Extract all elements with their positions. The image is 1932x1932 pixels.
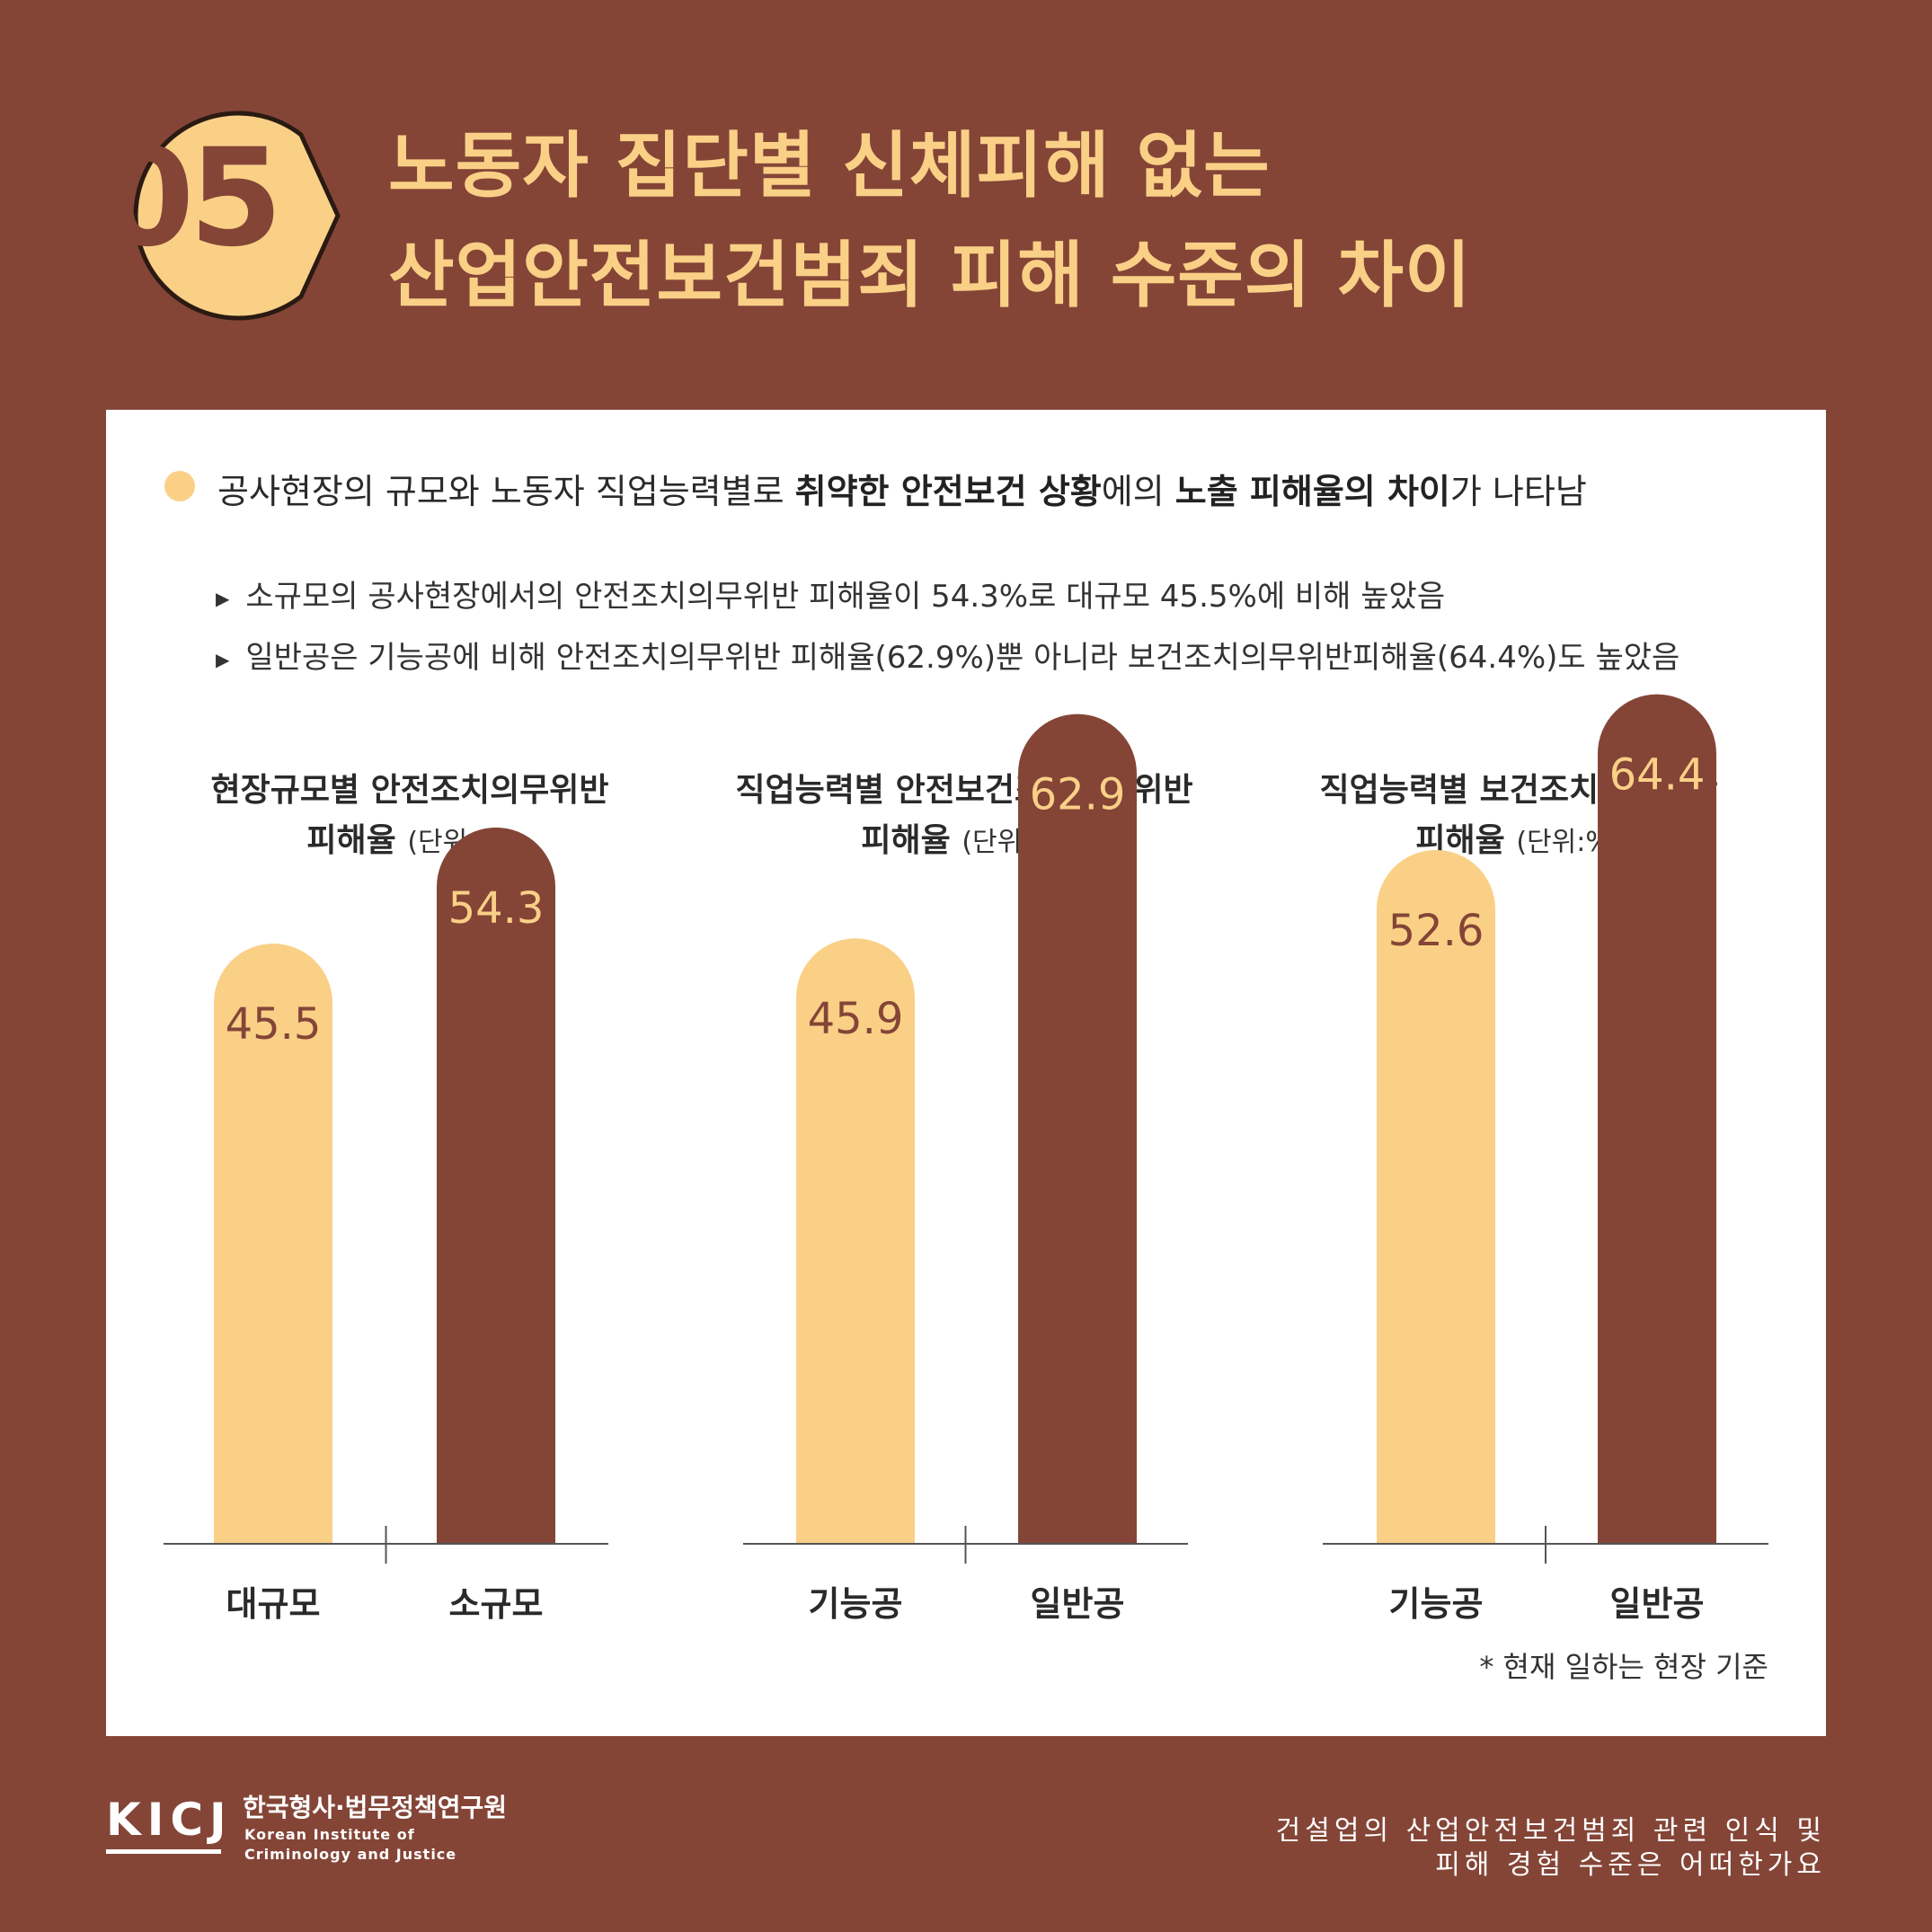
chart-title-line: 피해율 [861, 822, 951, 859]
category-label-1-1: 대규모 [226, 1584, 321, 1624]
category-label-2-1: 기능공 [809, 1584, 903, 1624]
summary-emphasis-2: 노출 피해율의 차이 [1174, 472, 1450, 511]
category-label-3-1: 기능공 [1389, 1584, 1484, 1624]
org-name-en-2: Criminology and Justice [244, 1846, 457, 1863]
category-label-1-2: 소규모 [449, 1584, 544, 1624]
logo-underline [106, 1849, 221, 1854]
sub-point-text: 일반공은 기능공에 비해 안전조치의무위반 피해율(62.9%)뿐 아니라 보건… [245, 640, 1680, 676]
sub-point-text: 소규모의 공사현장에서의 안전조치의무위반 피해율이 54.3%로 대규모 45… [245, 579, 1446, 615]
triangle-bullet-icon: ▶ [216, 587, 230, 609]
bar-1-1 [214, 944, 332, 1544]
summary-text: 공사현장의 규모와 노동자 직업능력별로 [217, 472, 795, 511]
summary-bullet: 공사현장의 규모와 노동자 직업능력별로 취약한 안전보건 상황에의 노출 피해… [217, 464, 1587, 513]
sub-point-2: ▶ 일반공은 기능공에 비해 안전조치의무위반 피해율(62.9%)뿐 아니라 보… [216, 633, 1679, 677]
bar-3-1 [1377, 849, 1495, 1544]
summary-emphasis-1: 취약한 안전보건 상황 [794, 472, 1102, 511]
bar-1-2 [437, 827, 555, 1544]
bar-value-label-3-2: 64.4 [1609, 750, 1706, 801]
summary-text: 가 나타남 [1449, 472, 1587, 511]
summary-text: 에의 [1101, 472, 1175, 511]
bar-3-2 [1598, 694, 1716, 1544]
org-name-en-1: Korean Institute of [244, 1826, 415, 1843]
chart-title-line: 현장규모별 안전조치의무위반 [210, 772, 609, 809]
chart-title-line: 피해율 [306, 822, 396, 859]
bar-value-label-2-1: 45.9 [808, 994, 904, 1044]
category-label-2-2: 일반공 [1031, 1584, 1125, 1624]
bar-value-label-1-1: 45.5 [226, 999, 322, 1050]
org-name-ko: 한국형사·법무정책연구원 [243, 1793, 507, 1822]
triangle-bullet-icon: ▶ [216, 648, 230, 670]
badge-number: 05 [101, 120, 278, 277]
page-title-line1: 노동자 집단별 신체피해 없는 [388, 124, 1271, 208]
kicj-logo: KICJ [106, 1794, 233, 1846]
sub-point-1: ▶ 소규모의 공사현장에서의 안전조치의무위반 피해율이 54.3%로 대규모 4… [216, 572, 1445, 616]
footnote: * 현재 일하는 현장 기준 [1479, 1650, 1768, 1684]
bar-value-label-1-2: 54.3 [448, 883, 545, 934]
page-title-line2: 산업안전보건범죄 피해 수준의 차이 [388, 234, 1472, 317]
bullet-dot [164, 471, 195, 501]
bar-value-label-2-2: 62.9 [1030, 770, 1126, 820]
series-title-line1: 건설업의 산업안전보건범죄 관련 인식 및 [1275, 1815, 1826, 1847]
number-badge: 05 [101, 111, 341, 321]
series-title-line2: 피해 경험 수준은 어떠한가요 [1435, 1849, 1826, 1881]
content-panel [106, 410, 1826, 1736]
bar-2-1 [796, 938, 915, 1544]
category-label-3-2: 일반공 [1610, 1584, 1705, 1624]
bar-value-label-3-1: 52.6 [1388, 906, 1484, 956]
badge-shape [133, 111, 341, 321]
bar-2-2 [1018, 713, 1137, 1544]
